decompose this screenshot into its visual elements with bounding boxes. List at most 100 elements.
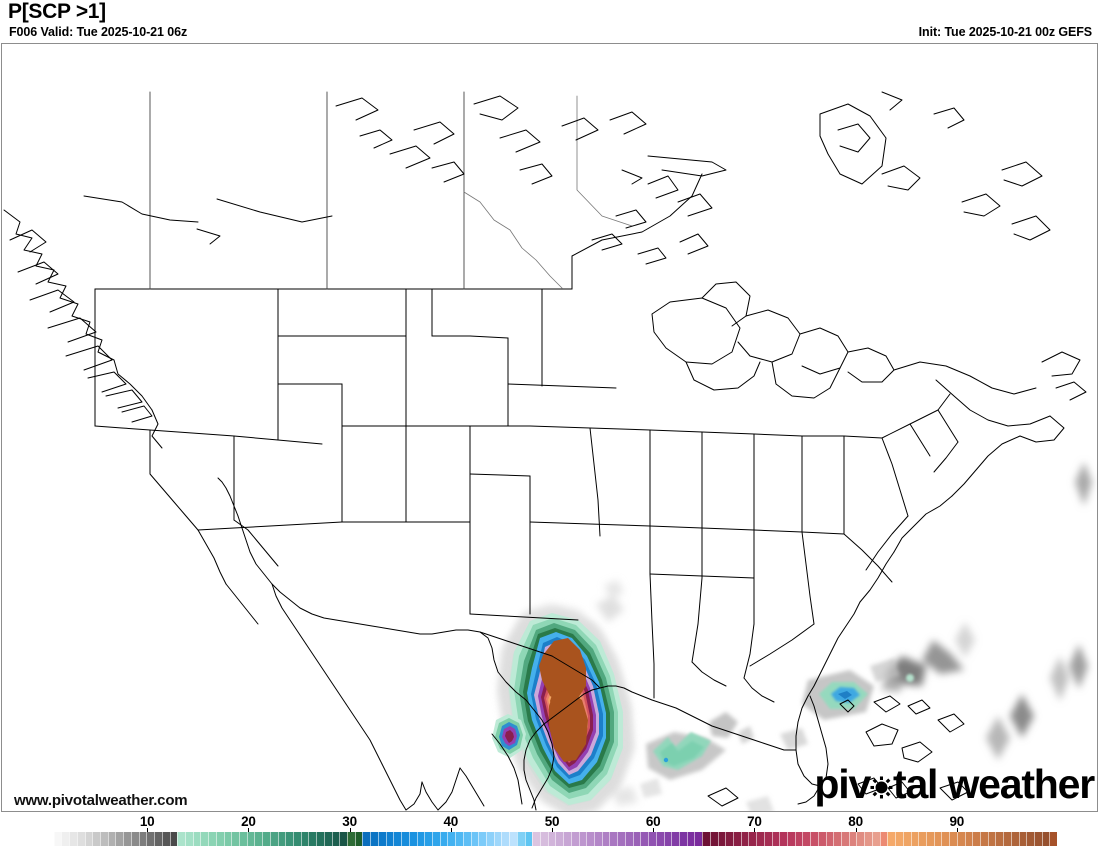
- colorbar-swatch: [130, 832, 139, 846]
- colorbar-swatch: [694, 832, 703, 846]
- colorbar-swatch: [478, 832, 486, 846]
- colorbar[interactable]: 10 20 30 40 50 60 70 80 90: [0, 814, 1100, 850]
- colorbar-swatch: [509, 832, 517, 846]
- init-time-label: Init: Tue 2025-10-21 00z GEFS: [918, 25, 1092, 39]
- colorbar-tick-label: 90: [949, 814, 965, 829]
- colorbar-swatch: [979, 832, 988, 846]
- map-canvas[interactable]: www.pivotalweather.com: [1, 43, 1098, 812]
- colorbar-tick-label: 60: [645, 814, 661, 829]
- colorbar-swatch: [69, 832, 77, 846]
- colorbar-swatch: [524, 832, 533, 846]
- brand-watermark: piv tal weather: [814, 761, 1095, 807]
- colorbar-swatch: [154, 832, 162, 846]
- colorbar-swatch: [833, 832, 842, 846]
- colorbar-swatch: [771, 832, 780, 846]
- colorbar-swatch: [941, 832, 950, 846]
- colorbar-swatch: [123, 832, 131, 846]
- map-graphic: [2, 44, 1097, 811]
- colorbar-swatch: [177, 832, 185, 846]
- colorbar-tick-label: 40: [443, 814, 459, 829]
- colorbar-swatch: [354, 832, 363, 846]
- colorbar-swatch: [61, 832, 70, 846]
- colorbar-swatch: [516, 832, 525, 846]
- colorbar-swatch: [408, 832, 417, 846]
- colorbar-swatch: [663, 832, 672, 846]
- colorbar-tick-label: 70: [747, 814, 762, 829]
- colorbar-swatch: [910, 832, 919, 846]
- colorbar-swatch: [555, 832, 564, 846]
- colorbar-swatch: [377, 832, 386, 846]
- header-subline: F006 Valid: Tue 2025-10-21 06z Init: Tue…: [0, 25, 1100, 41]
- colorbar-swatch: [624, 832, 633, 846]
- colorbar-swatch: [277, 832, 286, 846]
- colorbar-swatch: [871, 832, 880, 846]
- colorbar-swatch: [285, 832, 293, 846]
- colorbar-swatch: [547, 832, 556, 846]
- colorbar-swatch: [925, 832, 934, 846]
- colorbar-swatch: [462, 832, 471, 846]
- colorbar-swatches[interactable]: [46, 832, 1058, 846]
- colorbar-tick-mark: [552, 828, 553, 832]
- colorbar-swatch: [532, 832, 540, 846]
- colorbar-swatch: [293, 832, 301, 846]
- colorbar-swatch: [740, 832, 749, 846]
- colorbar-swatch: [601, 832, 610, 846]
- colorbar-swatch: [107, 832, 116, 846]
- colorbar-tick-labels: 10 20 30 40 50 60 70 80 90: [0, 814, 1100, 831]
- colorbar-swatch: [995, 832, 1004, 846]
- colorbar-tick-label: 50: [544, 814, 560, 829]
- colorbar-swatch: [401, 832, 409, 846]
- feature-gulf-patch: [653, 732, 711, 770]
- colorbar-swatch: [648, 832, 656, 846]
- colorbar-swatch: [347, 832, 355, 846]
- colorbar-swatch: [841, 832, 849, 846]
- colorbar-tick-label: 10: [139, 814, 155, 829]
- colorbar-swatch: [864, 832, 872, 846]
- colorbar-swatch: [586, 832, 595, 846]
- colorbar-swatch: [787, 832, 795, 846]
- colorbar-swatch: [447, 832, 456, 846]
- colorbar-swatch: [918, 832, 926, 846]
- colorbar-swatch: [540, 832, 548, 846]
- colorbar-swatch: [262, 832, 270, 846]
- colorbar-swatch: [640, 832, 649, 846]
- colorbar-swatch: [308, 832, 317, 846]
- colorbar-swatch: [238, 832, 247, 846]
- colorbar-swatch: [949, 832, 957, 846]
- colorbar-swatch: [200, 832, 209, 846]
- feature-rio-grande: [492, 714, 526, 758]
- colorbar-tick-mark: [450, 828, 452, 832]
- colorbar-swatch: [493, 832, 502, 846]
- feature-fl-patch: [819, 682, 868, 709]
- geography-lines: [3, 91, 1087, 811]
- colorbar-swatch: [53, 832, 62, 846]
- colorbar-swatch: [702, 832, 710, 846]
- colorbar-swatch: [902, 832, 911, 846]
- brand-text-part2: tal weather: [893, 761, 1095, 807]
- colorbar-swatch: [339, 832, 348, 846]
- valid-time-label: F006 Valid: Tue 2025-10-21 06z: [9, 25, 188, 39]
- colorbar-swatch: [779, 832, 787, 846]
- speckle-group-central: [596, 580, 638, 806]
- colorbar-swatch: [609, 832, 618, 846]
- speckle-group-atlantic: [882, 462, 1092, 760]
- colorbar-swatch: [632, 832, 641, 846]
- colorbar-swatch: [717, 832, 726, 846]
- colorbar-swatch: [215, 832, 224, 846]
- colorbar-swatch: [655, 832, 664, 846]
- colorbar-swatch: [848, 832, 857, 846]
- colorbar-swatch: [933, 832, 942, 846]
- colorbar-swatch: [1034, 832, 1042, 846]
- colorbar-swatch: [732, 832, 741, 846]
- colorbar-swatch: [300, 832, 309, 846]
- colorbar-swatch: [76, 832, 85, 846]
- colorbar-swatch: [794, 832, 803, 846]
- colorbar-swatch: [92, 832, 101, 846]
- map-header: P[SCP >1] F006 Valid: Tue 2025-10-21 06z…: [0, 0, 1100, 42]
- sun-icon: [870, 765, 893, 799]
- colorbar-swatch: [470, 832, 479, 846]
- colorbar-swatch: [802, 832, 811, 846]
- colorbar-swatch: [895, 832, 903, 846]
- colorbar-swatch: [987, 832, 996, 846]
- colorbar-swatch: [1049, 832, 1058, 846]
